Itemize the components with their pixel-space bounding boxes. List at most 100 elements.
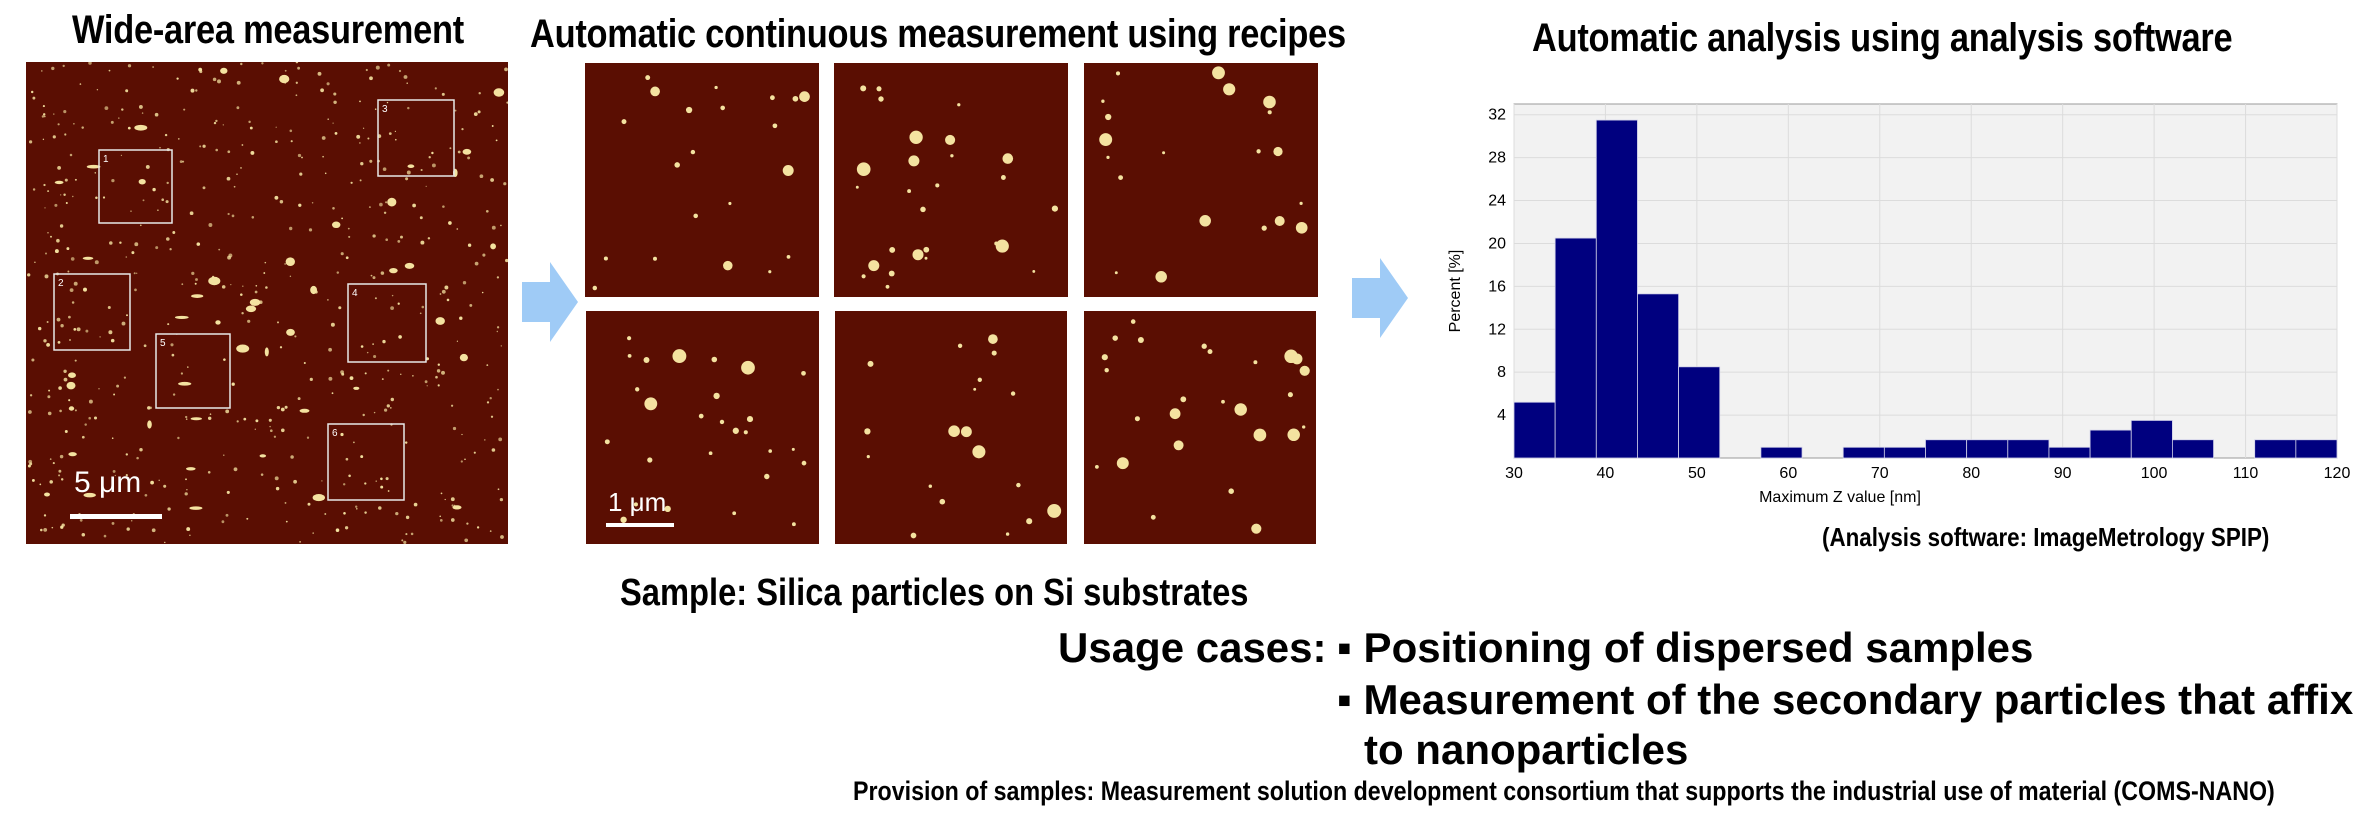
particle xyxy=(110,338,115,343)
particle xyxy=(126,527,130,531)
particle xyxy=(372,276,376,280)
particle xyxy=(185,415,188,419)
wide-scale-label: 5 μm xyxy=(74,466,142,499)
particle xyxy=(43,527,48,532)
particle xyxy=(353,441,355,444)
particle xyxy=(375,65,380,70)
histogram-bar xyxy=(2089,429,2132,459)
particle xyxy=(198,67,203,72)
particle xyxy=(336,271,340,274)
particle xyxy=(41,70,43,72)
particle xyxy=(372,234,376,238)
particle xyxy=(130,210,132,212)
particle xyxy=(467,243,472,247)
particle-cluster xyxy=(190,417,202,421)
particle xyxy=(121,108,124,111)
particle xyxy=(61,523,65,527)
particle xyxy=(643,357,650,363)
particle xyxy=(977,377,982,382)
particle xyxy=(185,418,188,420)
particle xyxy=(960,426,972,438)
particle xyxy=(350,181,353,184)
particle xyxy=(165,200,169,204)
particle xyxy=(120,154,122,156)
particle xyxy=(366,351,369,354)
particle xyxy=(107,306,111,309)
particle xyxy=(202,186,206,190)
particle xyxy=(349,376,354,380)
particle xyxy=(1114,271,1118,275)
particle-cluster xyxy=(44,492,50,497)
particle xyxy=(255,284,258,287)
particle xyxy=(119,241,122,244)
particle xyxy=(866,455,870,459)
particle xyxy=(364,482,367,485)
particle xyxy=(647,457,653,463)
particle xyxy=(860,85,867,92)
particle xyxy=(440,492,443,495)
particle xyxy=(167,507,171,511)
particle xyxy=(885,284,890,289)
particle xyxy=(452,426,457,431)
particle xyxy=(441,289,446,294)
particle xyxy=(47,231,49,234)
particle xyxy=(478,92,481,95)
particle-cluster xyxy=(459,353,468,362)
particle xyxy=(215,148,218,152)
particle xyxy=(449,147,452,150)
histogram-bar xyxy=(1554,237,1597,459)
histogram-bar xyxy=(1925,439,1968,459)
particle xyxy=(95,196,98,200)
particle xyxy=(876,86,882,92)
particle xyxy=(340,370,344,374)
particle xyxy=(420,168,423,172)
particle xyxy=(910,532,917,539)
x-tick-label: 50 xyxy=(1688,465,1706,482)
particle xyxy=(209,413,212,415)
afm-grid-image-6 xyxy=(1084,311,1316,544)
particle xyxy=(370,274,373,277)
particle xyxy=(664,505,671,513)
particle xyxy=(444,285,449,290)
particle xyxy=(42,138,45,141)
particle xyxy=(374,297,377,300)
particle xyxy=(364,511,367,514)
measurement-region-label: 2 xyxy=(58,278,64,289)
particle xyxy=(65,201,68,205)
particle xyxy=(1228,488,1234,494)
particle xyxy=(254,428,256,430)
particle xyxy=(126,314,128,317)
particle xyxy=(303,361,306,365)
particle xyxy=(254,290,258,294)
particle xyxy=(404,441,408,444)
particle xyxy=(920,206,926,213)
particle xyxy=(269,425,271,428)
particle xyxy=(592,285,598,291)
particle xyxy=(711,356,718,363)
particle xyxy=(172,393,176,396)
particle xyxy=(461,127,464,131)
particle xyxy=(52,135,56,139)
particle xyxy=(60,478,64,481)
particle xyxy=(43,115,46,118)
particle xyxy=(460,460,463,463)
particle xyxy=(390,397,394,402)
particle xyxy=(233,185,236,188)
particle xyxy=(855,185,859,189)
particle xyxy=(73,281,78,286)
particle xyxy=(437,384,440,387)
particle xyxy=(53,113,55,115)
particle xyxy=(406,170,411,175)
particle xyxy=(331,392,334,395)
particle xyxy=(64,133,67,136)
particle xyxy=(139,447,143,452)
particle xyxy=(116,384,120,388)
particle xyxy=(69,288,74,292)
particle xyxy=(284,405,288,409)
particle xyxy=(215,119,218,123)
particle xyxy=(413,502,418,507)
particle xyxy=(141,112,144,114)
particle xyxy=(51,66,55,71)
particle xyxy=(799,91,810,102)
particle xyxy=(720,105,725,111)
